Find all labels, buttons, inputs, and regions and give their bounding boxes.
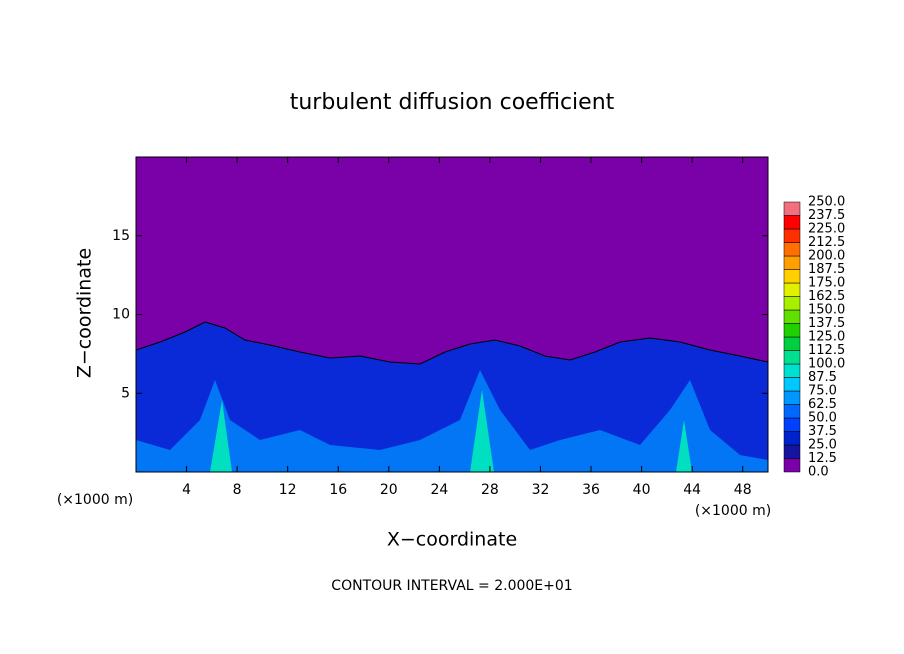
x-tick-label: 12 xyxy=(279,482,297,498)
x-tick-label: 24 xyxy=(430,482,448,498)
colorbar-segment xyxy=(783,458,801,473)
colorbar-label: 25.0 xyxy=(808,438,837,453)
colorbar-segment xyxy=(783,431,801,446)
colorbar-segment xyxy=(783,269,801,284)
colorbar-label: 112.5 xyxy=(808,343,845,358)
field-region xyxy=(136,370,768,472)
colorbar-label: 187.5 xyxy=(808,262,845,277)
colorbar-label: 175.0 xyxy=(808,276,845,291)
colorbar-label: 200.0 xyxy=(808,249,845,264)
colorbar-segment xyxy=(783,417,801,432)
colorbar-label: 50.0 xyxy=(808,411,837,426)
colorbar-label: 162.5 xyxy=(808,289,845,304)
x-unit-label: (×1000 m) xyxy=(57,492,133,508)
colorbar-label: 0.0 xyxy=(808,465,829,480)
x-tick-label: 8 xyxy=(233,482,242,498)
x-tick-label: 28 xyxy=(481,482,499,498)
colorbar-segment xyxy=(783,255,801,270)
colorbar-segment xyxy=(783,201,801,216)
x-tick-label: 40 xyxy=(633,482,651,498)
y-axis-title: Z−coordinate xyxy=(74,248,96,378)
x-tick-label: 20 xyxy=(380,482,398,498)
colorbar-label: 12.5 xyxy=(808,451,837,466)
colorbar-label: 212.5 xyxy=(808,235,845,250)
x-tick-label: 36 xyxy=(582,482,600,498)
colorbar-segment xyxy=(783,309,801,324)
colorbar-label: 225.0 xyxy=(808,222,845,237)
x-tick-label: 48 xyxy=(734,482,752,498)
x-tick-label: 4 xyxy=(182,482,191,498)
x-tick-label: 44 xyxy=(683,482,701,498)
colorbar-segment xyxy=(783,282,801,297)
colorbar-label: 62.5 xyxy=(808,397,837,412)
colorbar-label: 75.0 xyxy=(808,384,837,399)
colorbar-label: 250.0 xyxy=(808,195,845,210)
colorbar-label: 37.5 xyxy=(808,424,837,439)
field xyxy=(135,156,769,473)
x-unit-label: (×1000 m) xyxy=(695,503,771,519)
y-tick-label: 5 xyxy=(121,385,130,401)
colorbar-segment xyxy=(783,363,801,378)
colorbar-label: 237.5 xyxy=(808,208,845,223)
y-tick-label: 15 xyxy=(112,228,130,244)
footer-note: CONTOUR INTERVAL = 2.000E+01 xyxy=(331,578,572,594)
colorbar-segment xyxy=(783,350,801,365)
colorbar-label: 100.0 xyxy=(808,357,845,372)
chart-title: turbulent diffusion coefficient xyxy=(290,90,615,115)
colorbar-label: 137.5 xyxy=(808,316,845,331)
colorbar-segment xyxy=(783,390,801,405)
colorbar-segment xyxy=(783,404,801,419)
colorbar-label: 125.0 xyxy=(808,330,845,345)
colorbar-segment xyxy=(783,323,801,338)
colorbar-segment xyxy=(783,228,801,243)
colorbar-segment xyxy=(783,444,801,459)
y-tick-label: 10 xyxy=(112,307,130,323)
colorbar-segment xyxy=(783,242,801,257)
x-axis-title: X−coordinate xyxy=(387,529,517,551)
x-tick-label: 32 xyxy=(532,482,550,498)
colorbar-label: 150.0 xyxy=(808,303,845,318)
colorbar-segment xyxy=(783,377,801,392)
colorbar-segment xyxy=(783,215,801,230)
colorbar-segment xyxy=(783,296,801,311)
colorbar-label: 87.5 xyxy=(808,370,837,385)
colorbar-segment xyxy=(783,336,801,351)
x-tick-label: 16 xyxy=(329,482,347,498)
